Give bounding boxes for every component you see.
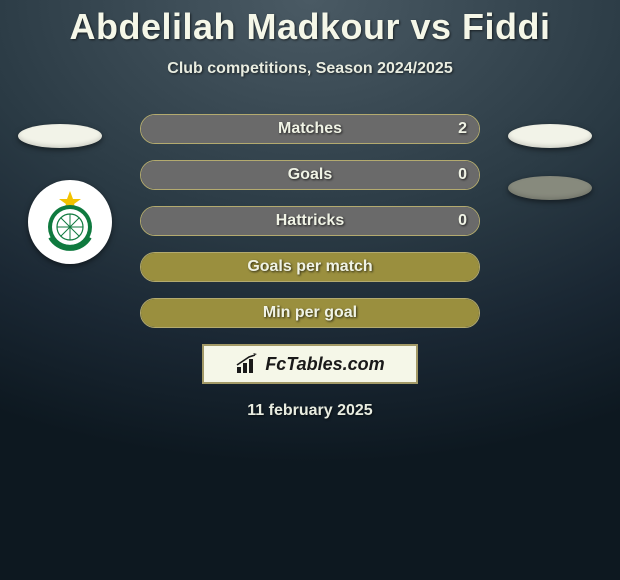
club-badge — [28, 180, 112, 264]
date-label: 11 february 2025 — [0, 402, 620, 420]
raja-club-logo-icon — [37, 189, 103, 255]
stat-value-right: 0 — [446, 207, 479, 235]
stat-bar: 0 Hattricks — [140, 206, 480, 236]
stat-label: Goals per match — [247, 258, 372, 276]
stat-label: Hattricks — [276, 212, 344, 230]
stat-bar: Goals per match — [140, 252, 480, 282]
subtitle: Club competitions, Season 2024/2025 — [0, 60, 620, 78]
brand-label: FcTables.com — [265, 354, 384, 375]
stat-value-right: 0 — [446, 161, 479, 189]
player-left-ellipse — [18, 124, 102, 148]
bar-chart-icon — [235, 353, 261, 375]
stat-bar: 2 Matches — [140, 114, 480, 144]
page-title: Abdelilah Madkour vs Fiddi — [0, 0, 620, 48]
stat-value-right: 2 — [446, 115, 479, 143]
stat-label: Min per goal — [263, 304, 357, 322]
stat-bar: Min per goal — [140, 298, 480, 328]
brand-box[interactable]: FcTables.com — [202, 344, 418, 384]
stat-bar: 0 Goals — [140, 160, 480, 190]
player-right-ellipse-2 — [508, 176, 592, 200]
player-right-ellipse-1 — [508, 124, 592, 148]
stat-label: Matches — [278, 120, 342, 138]
stat-label: Goals — [288, 166, 332, 184]
